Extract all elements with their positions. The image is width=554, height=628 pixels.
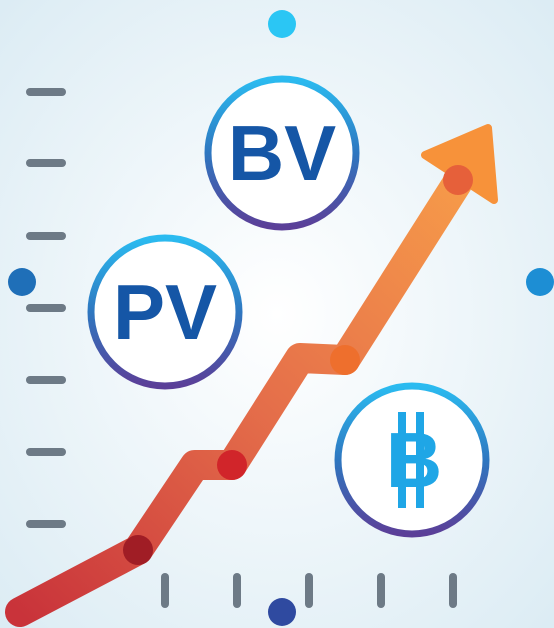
- badge-bitcoin: B: [338, 386, 486, 534]
- badge-label: BV: [228, 109, 336, 197]
- page: BV PV B (() => { const data = JSON.parse…: [0, 0, 554, 628]
- badge-pv: PV: [91, 238, 239, 386]
- badge-label: B: [386, 416, 442, 504]
- badge-bv: BV: [208, 79, 356, 227]
- illustration: BV PV B: [0, 0, 554, 628]
- badge-label: PV: [113, 268, 217, 356]
